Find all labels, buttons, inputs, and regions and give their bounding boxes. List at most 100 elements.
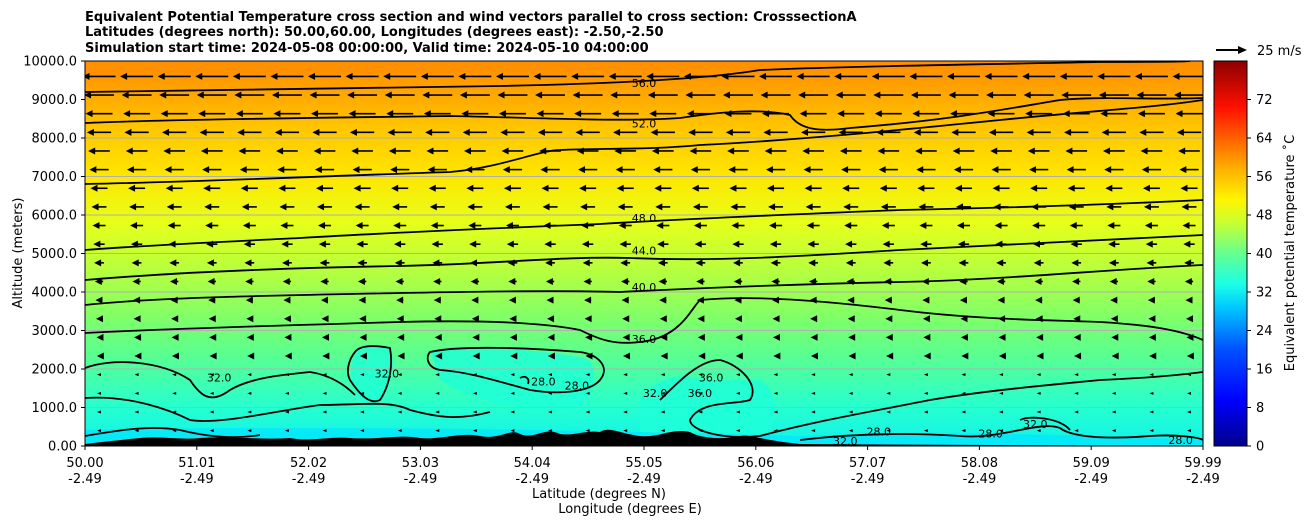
wind-arrow [508, 296, 516, 304]
wind-arrow [124, 128, 149, 136]
colorbar-tick-label: 48 [1256, 209, 1273, 224]
wind-arrow [623, 410, 628, 414]
wind-arrow [128, 184, 146, 192]
wind-arrow [1070, 240, 1082, 248]
wind-arrow [134, 352, 142, 360]
wind-arrow [1111, 352, 1119, 360]
wind-arrow [495, 72, 529, 80]
wind-arrow [585, 333, 593, 341]
wind-arrow [806, 222, 820, 230]
wind-arrow [359, 333, 367, 341]
wind-arrow [392, 203, 408, 211]
contour-44 [85, 234, 1203, 281]
wind-arrow [733, 277, 743, 285]
wind-arrow [916, 166, 936, 174]
wind-arrow [97, 410, 101, 414]
colorbar-tick-label: 16 [1256, 363, 1273, 378]
wind-arrow [721, 72, 755, 80]
wind-arrow [319, 259, 330, 267]
colorbar-tick-label: 72 [1256, 93, 1273, 108]
plot-area [85, 61, 1203, 446]
wind-arrow [166, 203, 182, 211]
wind-arrow [125, 147, 148, 155]
wind-arrow [998, 333, 1006, 341]
wind-arrow [96, 333, 104, 341]
wind-arrow [1149, 352, 1157, 360]
wind-arrow [1036, 373, 1041, 377]
wind-arrow [542, 203, 558, 211]
wind-arrow [773, 429, 778, 433]
wind-arrow [169, 259, 180, 267]
wind-arrow [283, 315, 291, 323]
y-tick-label: 9000.0 [32, 93, 78, 108]
wind-arrow [205, 222, 219, 230]
wind-arrow [585, 410, 590, 414]
wind-arrow [1061, 91, 1092, 99]
wind-arrow [879, 184, 897, 192]
wind-arrow [207, 277, 216, 285]
wind-arrow [838, 128, 863, 136]
wind-arrow [320, 277, 329, 285]
x-tick-label-lon: -2.49 [627, 472, 661, 487]
wind-arrow [954, 184, 973, 192]
wind-arrow [1146, 259, 1157, 267]
wind-arrow [498, 110, 526, 118]
wind-arrow [765, 166, 786, 174]
wind-arrow [767, 184, 785, 192]
wind-arrow [198, 110, 226, 118]
wind-arrow [548, 391, 553, 395]
wind-arrow [810, 333, 818, 341]
wind-arrow [886, 373, 891, 377]
wind-arrow [886, 391, 891, 395]
wind-arrow [92, 222, 106, 230]
wind-arrow [203, 184, 221, 192]
wind-arrow [1142, 184, 1160, 192]
wind-arrow [961, 391, 966, 395]
wind-arrow [769, 222, 783, 230]
wind-arrow [134, 391, 139, 395]
wind-arrow [284, 352, 292, 360]
wind-arrow [811, 373, 816, 377]
colorbar-tick-label: 0 [1256, 440, 1264, 455]
wind-arrow [206, 240, 218, 248]
contour-label: 56.0 [632, 77, 657, 90]
wind-arrow [654, 184, 672, 192]
contour-label: 52.0 [632, 117, 657, 130]
wind-arrow [1069, 222, 1083, 230]
wind-arrow [999, 391, 1004, 395]
contour-56 [85, 61, 1191, 93]
wind-arrow [284, 391, 289, 395]
wind-arrow [345, 72, 379, 80]
wind-arrow [349, 128, 375, 136]
x-tick-label-lon: -2.49 [739, 472, 773, 487]
wind-arrow [848, 410, 853, 414]
wind-arrow [322, 373, 327, 377]
x-tick-label-lat: 54.04 [514, 456, 551, 471]
wind-arrow [388, 147, 411, 155]
wind-arrow [533, 72, 567, 80]
wind-arrow [923, 410, 928, 414]
wind-arrow [698, 352, 706, 360]
wind-arrow [915, 147, 937, 155]
wind-arrow [313, 147, 336, 155]
wind-arrow [247, 391, 252, 395]
wind-arrow [322, 429, 327, 433]
wind-arrow [1172, 72, 1203, 80]
wind-arrow [472, 410, 477, 414]
wind-arrow [1102, 147, 1125, 155]
wind-arrow [1072, 277, 1081, 285]
wind-arrow [383, 72, 417, 80]
wind-arrow [536, 110, 564, 118]
wind-arrow [759, 72, 793, 80]
wind-arrow [960, 315, 968, 323]
contour-label: 28.0 [565, 379, 590, 392]
wind-arrow [762, 110, 790, 118]
wind-arrow [956, 222, 971, 230]
wind-arrow [770, 259, 781, 267]
wind-arrow [990, 147, 1012, 155]
wind-arrow [547, 315, 555, 323]
wind-arrow [89, 166, 109, 174]
wind-arrow [468, 222, 482, 230]
wind-arrow [760, 91, 791, 99]
wind-arrow [509, 333, 517, 341]
